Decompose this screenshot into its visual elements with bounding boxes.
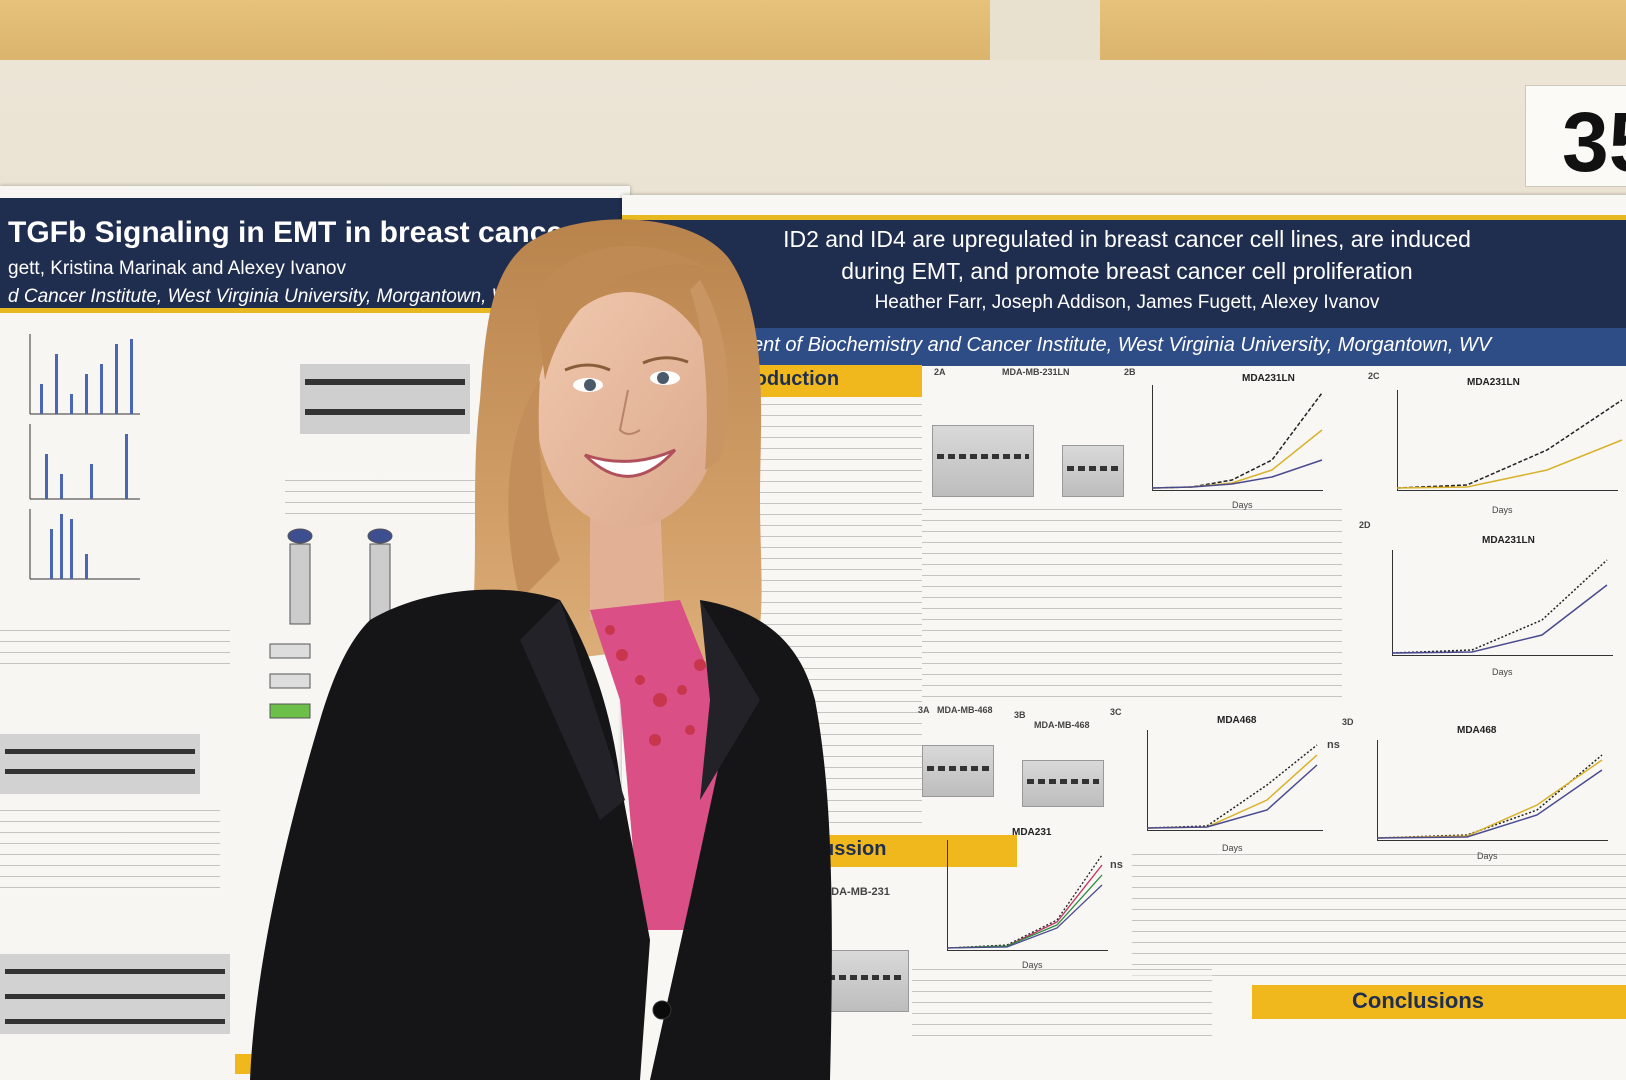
fig2d-label: 2D <box>1359 520 1371 530</box>
figure3-caption <box>1132 850 1626 980</box>
fig3c-lines <box>1147 744 1318 829</box>
discussion-label: ussion <box>822 838 887 860</box>
left-poster-text-1 <box>0 626 230 666</box>
fig3d-title: MDA468 <box>1457 725 1497 736</box>
right-poster-institution-bar: artment of Biochemistry and Cancer Insti… <box>622 328 1626 366</box>
fig2a-blot <box>932 425 1034 497</box>
face <box>536 292 720 528</box>
fig2b-plot <box>1152 385 1323 491</box>
board-number-card: 35 <box>1525 85 1626 189</box>
pink-top <box>590 600 720 930</box>
fig2c-xlabel: Days <box>1492 505 1513 515</box>
black-blazer <box>250 589 650 1080</box>
fig3b-label: 3B <box>1014 710 1026 720</box>
left-western-blot-2 <box>0 734 200 794</box>
fig3c-ns: ns <box>1327 739 1340 751</box>
right-poster-title-line2: during EMT, and promote breast cancer ce… <box>841 258 1413 284</box>
left-bar-chart-1 <box>29 334 140 415</box>
right-poster-header: ID2 and ID4 are upregulated in breast ca… <box>622 220 1626 328</box>
fig3a-label: 3A <box>918 705 930 715</box>
fig3b-cell-line: MDA-MB-468 <box>1034 720 1090 730</box>
fig2d-title: MDA231LN <box>1482 535 1535 546</box>
left-bar-chart-2 <box>29 424 140 500</box>
left-poster-text-3 <box>285 476 475 516</box>
left-western-blot-1 <box>300 364 470 434</box>
left-poster-figures <box>0 334 470 1074</box>
fig3c-title: MDA468 <box>1217 715 1257 726</box>
fig4-plot <box>947 840 1108 951</box>
fig4-xlabel: Days <box>1022 960 1043 970</box>
fig2c-title: MDA231LN <box>1467 377 1520 388</box>
left-bar-chart-3 <box>29 509 140 580</box>
fig4-title: MDA231 <box>1012 827 1052 838</box>
left-poster-authors: gett, Kristina Marinak and Alexey Ivanov <box>8 258 346 279</box>
fig3d-lines <box>1377 754 1603 839</box>
fig4-ns: ns <box>1110 859 1123 871</box>
right-poster-title-line1: ID2 and ID4 are upregulated in breast ca… <box>783 226 1471 252</box>
fig2c-plot <box>1397 390 1618 491</box>
right-poster-authors: Heather Farr, Joseph Addison, James Fuge… <box>874 292 1380 313</box>
fig3d-plot <box>1377 740 1608 841</box>
neck <box>590 500 665 620</box>
fig3d-xlabel: Days <box>1477 851 1498 861</box>
right-poster-institution: artment of Biochemistry and Cancer Insti… <box>712 334 1492 356</box>
left-poster-institution: d Cancer Institute, West Virginia Univer… <box>8 286 510 307</box>
fig3c-xlabel: Days <box>1222 843 1243 853</box>
figure2-caption <box>922 505 1342 705</box>
figure4-caption <box>912 965 1212 1045</box>
fig2a-blot-tripz <box>1062 445 1124 497</box>
fig2c-label: 2C <box>1368 371 1380 381</box>
fig3d-label: 3D <box>1342 717 1354 727</box>
conclusions-label: Conclusions <box>1352 988 1485 1013</box>
fig3a-blot <box>922 745 994 797</box>
left-poster-title: TGFb Signaling in EMT in breast cancer <box>8 216 575 249</box>
fig2a-label: 2A <box>934 367 946 377</box>
necklace <box>605 625 717 746</box>
board-number: 35 <box>1562 95 1626 189</box>
fig2b-title: MDA231LN <box>1242 373 1295 384</box>
left-pathway-diagram <box>269 528 393 719</box>
smile <box>583 448 677 478</box>
blazer-button <box>652 1000 672 1020</box>
fig2d-lines <box>1392 559 1608 654</box>
fig2a-cell-line: MDA-MB-231LN <box>1002 367 1070 377</box>
left-poster-gold-rule <box>0 308 630 313</box>
fig2d-plot <box>1392 550 1613 656</box>
fig3a-cell-line: MDA-MB-468 <box>937 705 993 715</box>
discussion-heading: ussion <box>812 835 1017 867</box>
fig1b-cell-line: MDA-MB-231 <box>822 886 890 898</box>
fig3b-blot <box>1022 760 1104 807</box>
fig2b-label: 2B <box>1124 367 1136 377</box>
fig4-lines <box>947 854 1103 949</box>
right-poster-gold-rule <box>622 215 1626 220</box>
left-poster-text-2 <box>0 806 220 896</box>
fig2c-lines <box>1397 399 1623 489</box>
fig2d-xlabel: Days <box>1492 667 1513 677</box>
fig3c-label: 3C <box>1110 707 1122 717</box>
fig2b-xlabel: Days <box>1232 500 1253 510</box>
fig3c-plot <box>1147 730 1323 831</box>
fig2b-lines <box>1152 392 1323 489</box>
conclusions-heading: Conclusions <box>1252 985 1626 1019</box>
